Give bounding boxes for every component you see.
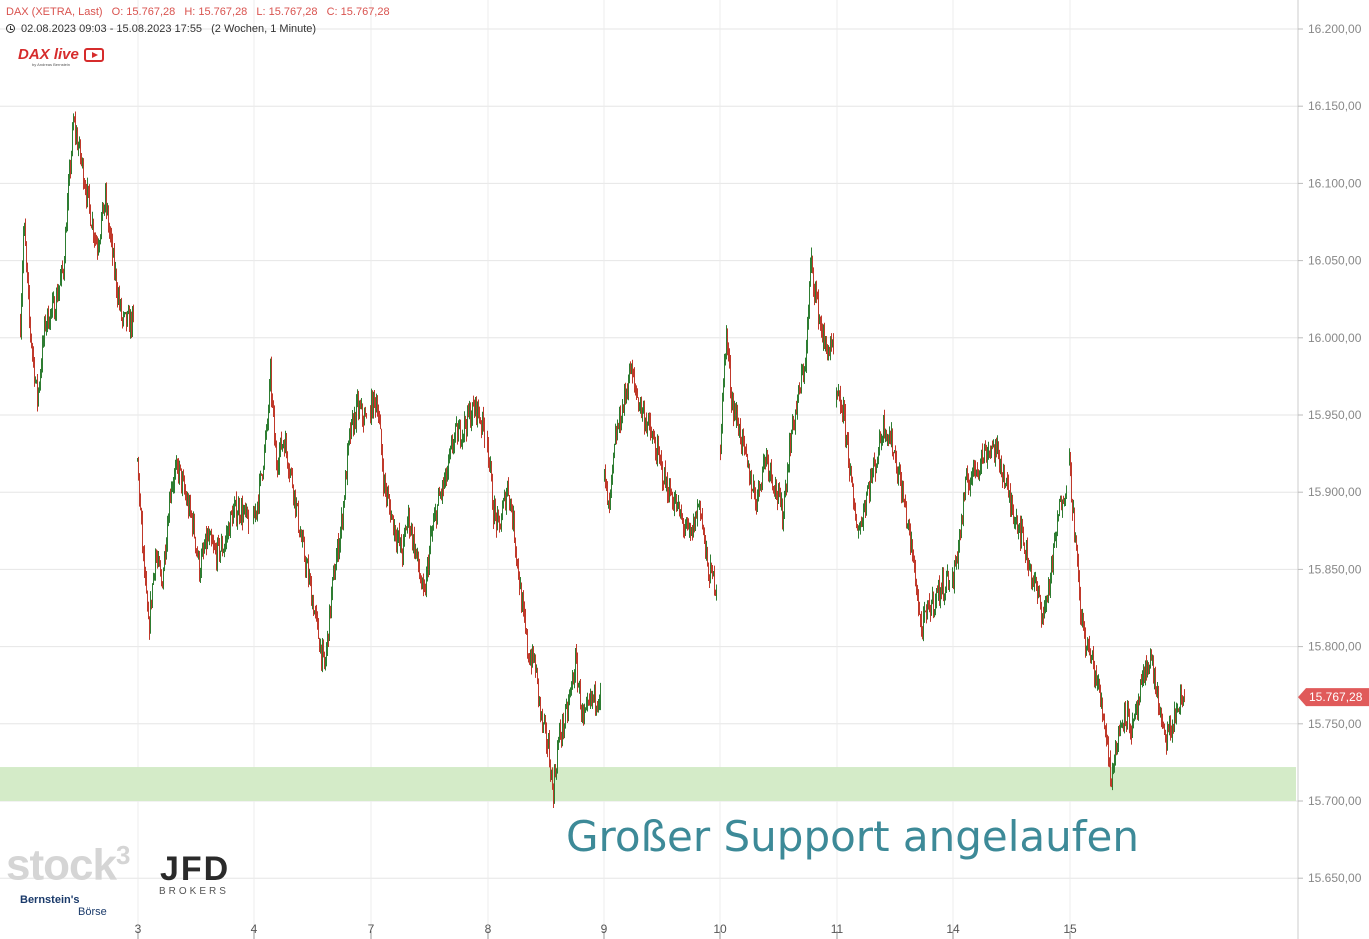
stock3-logo: stock3 <box>6 840 130 890</box>
y-tick-label: 15.900,00 <box>1308 485 1362 499</box>
last-price-label: 15.767,28 <box>1309 690 1363 704</box>
y-tick-label: 15.850,00 <box>1308 562 1362 576</box>
y-tick-label: 16.200,00 <box>1308 22 1362 36</box>
x-tick-label: 8 <box>485 922 492 936</box>
y-tick-label: 16.100,00 <box>1308 176 1362 190</box>
close-value: C: 15.767,28 <box>326 6 390 18</box>
x-tick-label: 11 <box>831 922 844 936</box>
chart-annotation: Großer Support angelaufen <box>566 812 1140 861</box>
clock-icon <box>6 24 15 33</box>
y-tick-label: 15.700,00 <box>1308 794 1362 808</box>
last-price-tag: 15.767,28 <box>1298 688 1369 707</box>
chart-header: DAX (XETRA, Last) O: 15.767,28 H: 15.767… <box>6 6 396 18</box>
dax-live-subtitle: by Andreas Bernstein <box>32 62 71 67</box>
high-value: H: 15.767,28 <box>184 6 248 18</box>
support-zone <box>0 767 1296 801</box>
boerse-label: Börse <box>78 906 107 918</box>
dax-live-logo: DAX live <box>18 46 79 63</box>
jfd-logo: JFD <box>160 850 231 888</box>
x-tick-label: 3 <box>135 922 142 936</box>
candlesticks <box>20 111 1185 808</box>
chart-range: 02.08.2023 09:03 - 15.08.2023 17:55 (2 W… <box>6 23 322 35</box>
x-axis: 3 4 7 8 9 10 11 14 15 <box>135 922 1077 939</box>
low-value: L: 15.767,28 <box>256 6 318 18</box>
x-tick-label: 7 <box>368 922 375 936</box>
x-tick-label: 10 <box>713 922 727 936</box>
open-value: O: 15.767,28 <box>111 6 176 18</box>
y-tick-label: 16.050,00 <box>1308 254 1362 268</box>
date-range: 02.08.2023 09:03 - 15.08.2023 17:55 <box>21 23 203 35</box>
y-tick-label: 15.950,00 <box>1308 408 1362 422</box>
y-tick-label: 15.800,00 <box>1308 640 1362 654</box>
y-tick-label: 16.150,00 <box>1308 99 1362 113</box>
play-icon <box>84 48 104 62</box>
y-tick-label: 15.750,00 <box>1308 717 1362 731</box>
y-tick-label: 15.650,00 <box>1308 871 1362 885</box>
x-tick-label: 9 <box>601 922 608 936</box>
x-tick-label: 4 <box>251 922 258 936</box>
bernstein-logo: Bernstein's <box>20 894 80 906</box>
x-tick-label: 15 <box>1063 922 1077 936</box>
x-tick-label: 14 <box>946 922 960 936</box>
instrument-name: DAX (XETRA, Last) <box>6 6 103 18</box>
y-axis: 15.650,00 15.700,00 15.750,00 15.800,00 15.8… <box>1298 22 1362 885</box>
y-tick-label: 16.000,00 <box>1308 331 1362 345</box>
period-label: (2 Wochen, 1 Minute) <box>211 23 317 35</box>
jfd-brokers-label: BROKERS <box>159 886 229 897</box>
